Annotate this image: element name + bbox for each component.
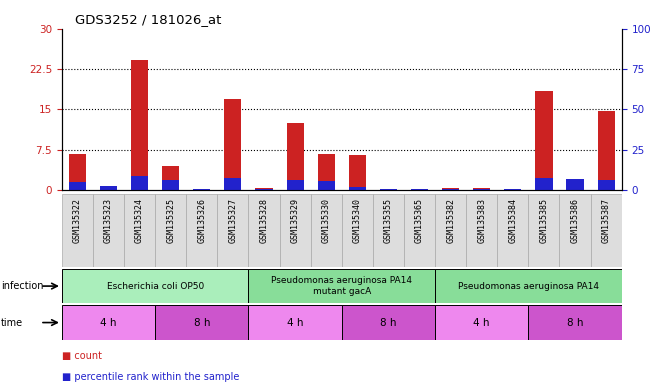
- Bar: [435, 194, 466, 267]
- Bar: [411, 189, 428, 190]
- Bar: [435, 305, 529, 340]
- Bar: [598, 111, 615, 190]
- Bar: [505, 189, 521, 190]
- Text: infection: infection: [1, 281, 43, 291]
- Bar: [318, 154, 335, 190]
- Bar: [124, 194, 155, 267]
- Bar: [286, 180, 303, 190]
- Text: 4 h: 4 h: [473, 318, 490, 328]
- Text: 8 h: 8 h: [193, 318, 210, 328]
- Bar: [380, 189, 397, 190]
- Text: GSM135384: GSM135384: [508, 197, 518, 243]
- Bar: [255, 189, 273, 190]
- Bar: [318, 181, 335, 190]
- Bar: [442, 189, 459, 190]
- Bar: [590, 194, 622, 267]
- Bar: [155, 305, 249, 340]
- Text: GSM135326: GSM135326: [197, 197, 206, 243]
- Bar: [598, 180, 615, 190]
- Bar: [255, 189, 273, 190]
- Bar: [342, 305, 435, 340]
- Bar: [69, 182, 86, 190]
- Bar: [311, 194, 342, 267]
- Bar: [559, 194, 590, 267]
- Bar: [529, 194, 559, 267]
- Bar: [62, 194, 93, 267]
- Text: GSM135327: GSM135327: [229, 197, 238, 243]
- Bar: [162, 180, 179, 190]
- Bar: [69, 154, 86, 190]
- Text: GDS3252 / 181026_at: GDS3252 / 181026_at: [75, 13, 221, 26]
- Text: ■ count: ■ count: [62, 351, 102, 361]
- Text: GSM135328: GSM135328: [260, 197, 268, 243]
- Bar: [186, 194, 217, 267]
- Text: GSM135324: GSM135324: [135, 197, 144, 243]
- Bar: [193, 189, 210, 190]
- Text: ■ percentile rank within the sample: ■ percentile rank within the sample: [62, 372, 239, 382]
- Bar: [497, 194, 529, 267]
- Bar: [249, 269, 435, 303]
- Bar: [566, 179, 583, 190]
- Text: GSM135383: GSM135383: [477, 197, 486, 243]
- Bar: [349, 187, 366, 190]
- Bar: [279, 194, 311, 267]
- Bar: [442, 188, 459, 190]
- Bar: [349, 155, 366, 190]
- Text: GSM135365: GSM135365: [415, 197, 424, 243]
- Text: Pseudomonas aeruginosa PA14
mutant gacA: Pseudomonas aeruginosa PA14 mutant gacA: [271, 276, 412, 296]
- Bar: [411, 189, 428, 190]
- Bar: [249, 305, 342, 340]
- Text: GSM135330: GSM135330: [322, 197, 331, 243]
- Text: time: time: [1, 318, 23, 328]
- Bar: [93, 194, 124, 267]
- Bar: [535, 91, 553, 190]
- Bar: [473, 189, 490, 190]
- Text: GSM135386: GSM135386: [570, 197, 579, 243]
- Bar: [473, 189, 490, 190]
- Text: 8 h: 8 h: [567, 318, 583, 328]
- Text: GSM135385: GSM135385: [540, 197, 548, 243]
- Bar: [131, 60, 148, 190]
- Bar: [380, 189, 397, 190]
- Bar: [225, 99, 242, 190]
- Bar: [342, 194, 373, 267]
- Bar: [373, 194, 404, 267]
- Text: GSM135325: GSM135325: [166, 197, 175, 243]
- Bar: [404, 194, 435, 267]
- Bar: [155, 194, 186, 267]
- Bar: [100, 187, 117, 190]
- Text: Escherichia coli OP50: Escherichia coli OP50: [107, 281, 204, 291]
- Text: 8 h: 8 h: [380, 318, 396, 328]
- Bar: [435, 269, 622, 303]
- Bar: [529, 305, 622, 340]
- Text: GSM135355: GSM135355: [384, 197, 393, 243]
- Bar: [249, 194, 279, 267]
- Bar: [131, 175, 148, 190]
- Text: GSM135382: GSM135382: [446, 197, 455, 243]
- Text: 4 h: 4 h: [100, 318, 117, 328]
- Bar: [162, 166, 179, 190]
- Text: GSM135322: GSM135322: [73, 197, 82, 243]
- Bar: [286, 123, 303, 190]
- Bar: [535, 178, 553, 190]
- Text: GSM135323: GSM135323: [104, 197, 113, 243]
- Bar: [566, 180, 583, 190]
- Text: GSM135329: GSM135329: [290, 197, 299, 243]
- Text: Pseudomonas aeruginosa PA14: Pseudomonas aeruginosa PA14: [458, 281, 599, 291]
- Bar: [217, 194, 249, 267]
- Bar: [62, 305, 155, 340]
- Bar: [193, 189, 210, 190]
- Text: 4 h: 4 h: [287, 318, 303, 328]
- Text: GSM135340: GSM135340: [353, 197, 362, 243]
- Text: GSM135387: GSM135387: [602, 197, 611, 243]
- Bar: [505, 189, 521, 190]
- Bar: [100, 186, 117, 190]
- Bar: [466, 194, 497, 267]
- Bar: [62, 269, 249, 303]
- Bar: [225, 178, 242, 190]
